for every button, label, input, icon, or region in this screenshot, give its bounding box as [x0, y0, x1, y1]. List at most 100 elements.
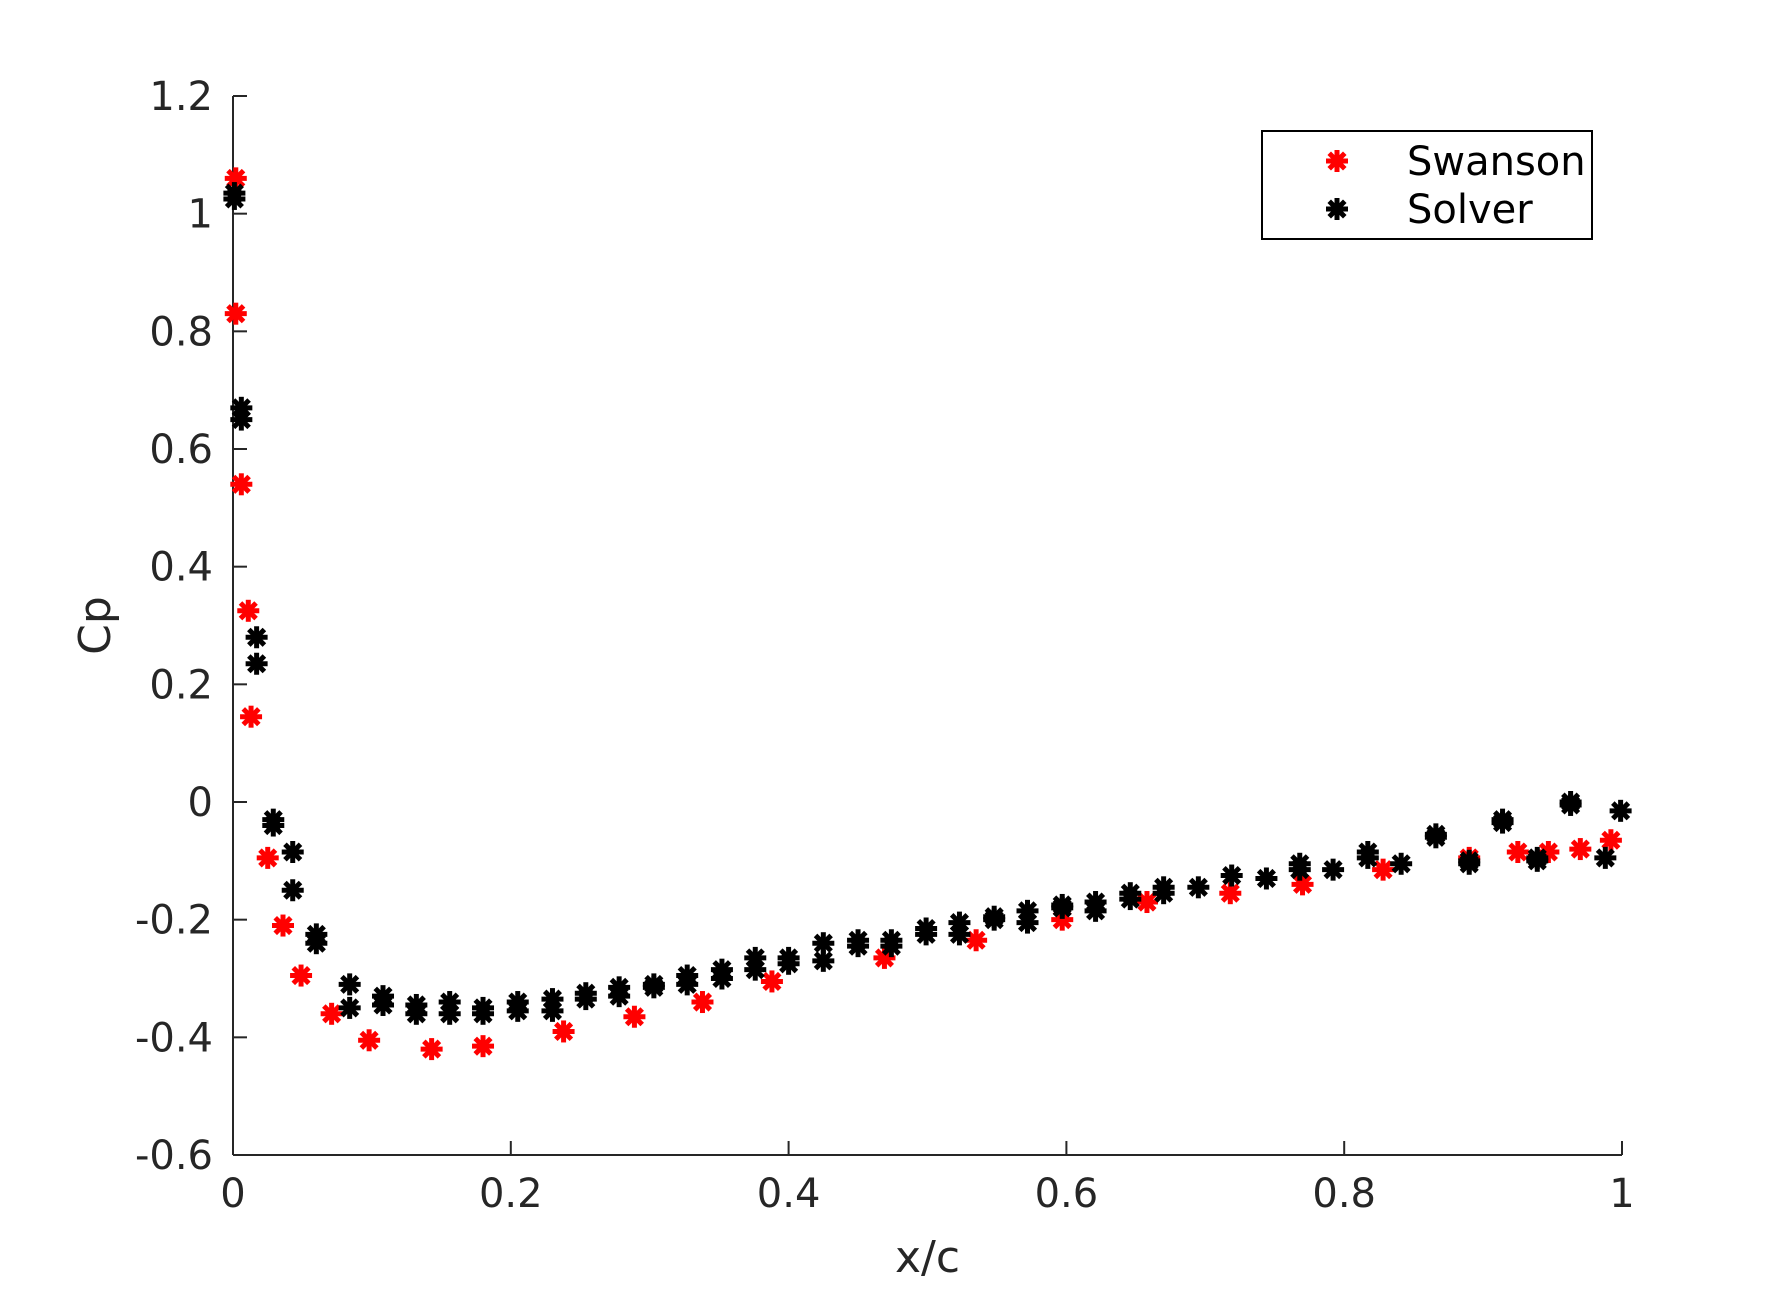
data-point [223, 187, 246, 210]
data-point [1322, 858, 1345, 881]
y-tick-label: 0.4 [149, 545, 213, 591]
data-point [880, 935, 903, 958]
data-point [472, 1035, 495, 1058]
data-point [1356, 846, 1379, 869]
data-point [948, 923, 971, 946]
x-tick-label: 0.2 [479, 1171, 543, 1217]
data-point [710, 967, 733, 990]
data-point [338, 973, 361, 996]
y-axis-ticks: -0.6 -0.4 -0.2 0 0.2 0.4 0.6 0.8 1 1.2 [135, 74, 247, 1179]
data-point [1187, 876, 1210, 899]
x-tick-label: 0.4 [757, 1171, 821, 1217]
data-point [642, 976, 665, 999]
data-point [372, 993, 395, 1016]
data-point [1084, 899, 1107, 922]
y-tick-label: 0.6 [149, 427, 213, 473]
data-point [915, 923, 938, 946]
data-point [472, 1002, 495, 1025]
data-point [1051, 896, 1074, 919]
data-point [676, 973, 699, 996]
x-tick-label: 0.6 [1035, 1171, 1099, 1217]
data-point [290, 964, 313, 987]
y-tick-label: -0.4 [135, 1015, 213, 1061]
legend-label-solver: Solver [1407, 187, 1533, 233]
data-point [760, 970, 783, 993]
y-tick-label: 0 [188, 780, 213, 826]
y-tick-label: -0.2 [135, 898, 213, 944]
data-point [320, 1002, 343, 1025]
data-point [245, 626, 268, 649]
data-point [224, 302, 247, 325]
data-point [847, 935, 870, 958]
data-point [983, 908, 1006, 931]
data-point [1569, 838, 1592, 861]
data-point [1491, 811, 1514, 834]
y-tick-label: 0.8 [149, 309, 213, 355]
data-point [1255, 867, 1278, 890]
data-point [691, 991, 714, 1014]
legend-box [1261, 130, 1593, 240]
data-point [230, 473, 253, 496]
data-point [1119, 888, 1142, 911]
data-point [240, 705, 263, 728]
legend-label-swanson: Swanson [1407, 139, 1586, 185]
data-point [1506, 841, 1529, 864]
legend-marker-solver [1326, 198, 1348, 220]
data-point [262, 814, 285, 837]
data-point [1390, 852, 1413, 875]
series-solver [223, 182, 1632, 1025]
y-axis-label: Cp [70, 596, 121, 655]
data-point [1599, 829, 1622, 852]
data-point [358, 1029, 381, 1052]
data-point [1219, 882, 1242, 905]
data-point [552, 1020, 575, 1043]
data-point [305, 932, 328, 955]
data-point [574, 988, 597, 1011]
data-point [1016, 911, 1039, 934]
data-point [777, 952, 800, 975]
data-point [256, 846, 279, 869]
data-point [245, 652, 268, 675]
x-axis-label: x/c [895, 1232, 960, 1283]
data-point [405, 1002, 428, 1025]
data-point [1526, 849, 1549, 872]
data-point [224, 167, 247, 190]
data-points [223, 167, 1632, 1061]
data-point [744, 958, 767, 981]
data-point [506, 999, 529, 1022]
data-point [281, 841, 304, 864]
data-point [438, 1002, 461, 1025]
data-point [420, 1038, 443, 1061]
series-swanson [224, 167, 1622, 1061]
data-point [272, 914, 295, 937]
x-tick-label: 1 [1609, 1171, 1634, 1217]
data-point [237, 599, 260, 622]
legend-marker-symbol [1326, 150, 1348, 172]
y-tick-label: -0.6 [135, 1133, 213, 1179]
data-point [1152, 882, 1175, 905]
data-point [1220, 864, 1243, 887]
data-point [1424, 826, 1447, 849]
y-tick-label: 0.2 [149, 662, 213, 708]
data-point [281, 879, 304, 902]
data-point [1288, 858, 1311, 881]
data-point [812, 949, 835, 972]
data-point [1559, 793, 1582, 816]
legend-marker-symbol [1326, 198, 1348, 220]
data-point [1594, 846, 1617, 869]
data-point [1135, 891, 1158, 914]
x-tick-label: 0.8 [1312, 1171, 1376, 1217]
data-point [1609, 799, 1632, 822]
data-point [230, 408, 253, 431]
x-axis-ticks: 0 0.2 0.4 0.6 0.8 1 [220, 1141, 1635, 1217]
data-point [338, 996, 361, 1019]
axes [232, 96, 1622, 1156]
x-tick-label: 0 [220, 1171, 245, 1217]
data-point [608, 985, 631, 1008]
data-point [1458, 852, 1481, 875]
legend-marker-swanson [1326, 150, 1348, 172]
legend: Swanson Solver [1261, 130, 1593, 240]
y-tick-label: 1 [188, 192, 213, 238]
data-point [623, 1005, 646, 1028]
